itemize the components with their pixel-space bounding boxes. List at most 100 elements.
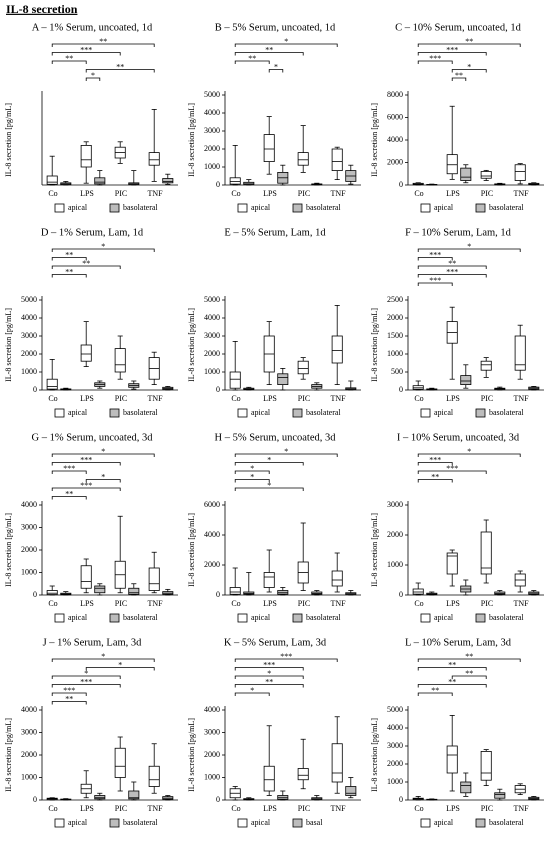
legend-swatch bbox=[420, 613, 431, 623]
panel-title: J – 1% Serum, Lam, 3d bbox=[43, 637, 143, 648]
y-tick-label: 1000 bbox=[21, 367, 37, 376]
box bbox=[263, 572, 275, 588]
legend-label: apical bbox=[68, 613, 88, 622]
box bbox=[331, 148, 343, 172]
x-tick-label: PIC bbox=[481, 599, 493, 608]
y-tick-label: 3000 bbox=[21, 522, 37, 531]
bracket bbox=[417, 470, 487, 474]
significance-label: *** bbox=[80, 481, 92, 490]
legend-swatch bbox=[292, 818, 303, 828]
x-tick-label: PIC bbox=[481, 394, 493, 403]
significance-label: ** bbox=[465, 669, 473, 678]
significance-label: ** bbox=[65, 54, 73, 63]
x-tick-label: Co bbox=[48, 804, 57, 813]
significance-label: *** bbox=[263, 660, 275, 669]
bracket bbox=[51, 52, 121, 56]
y-tick-label: 3000 bbox=[21, 331, 37, 340]
y-tick-label: 4000 bbox=[387, 135, 403, 144]
significance-label: ** bbox=[265, 677, 273, 686]
x-tick-label: PIC bbox=[298, 804, 310, 813]
significance-label: ** bbox=[265, 45, 273, 54]
box bbox=[148, 567, 160, 591]
legend-label: basolateral bbox=[306, 203, 341, 212]
legend-label: basolateral bbox=[123, 613, 158, 622]
x-tick-label: TNF bbox=[330, 599, 346, 608]
box bbox=[446, 154, 458, 175]
x-tick-label: TNF bbox=[147, 599, 163, 608]
y-axis-label: IL-8 secretion [pg/mL] bbox=[187, 513, 196, 587]
significance-label: ** bbox=[448, 660, 456, 669]
y-axis-label: IL-8 secretion [pg/mL] bbox=[4, 513, 13, 587]
bracket bbox=[417, 265, 487, 269]
x-tick-label: Co bbox=[48, 394, 57, 403]
box bbox=[46, 175, 58, 185]
x-tick-label: Co bbox=[231, 804, 240, 813]
box bbox=[46, 378, 58, 390]
x-tick-label: PIC bbox=[115, 189, 127, 198]
box bbox=[263, 765, 275, 792]
box bbox=[480, 531, 492, 575]
y-tick-label: 2000 bbox=[387, 530, 403, 539]
y-tick-label: 0 bbox=[216, 795, 220, 804]
box bbox=[229, 371, 241, 389]
y-tick-label: 2000 bbox=[204, 750, 220, 759]
legend-swatch bbox=[420, 203, 431, 213]
box bbox=[494, 792, 506, 799]
x-tick-label: PIC bbox=[115, 394, 127, 403]
box bbox=[412, 588, 424, 595]
box bbox=[331, 335, 343, 364]
y-tick-label: 4000 bbox=[204, 108, 220, 117]
box bbox=[446, 745, 458, 774]
y-axis-label: IL-8 secretion [pg/mL] bbox=[4, 103, 13, 177]
legend-swatch bbox=[109, 408, 120, 418]
x-tick-label: LPS bbox=[446, 394, 460, 403]
legend-label: basolateral bbox=[489, 818, 524, 827]
bracket bbox=[51, 692, 87, 696]
x-tick-label: TNF bbox=[330, 189, 346, 198]
bracket bbox=[85, 69, 155, 73]
legend-swatch bbox=[420, 408, 431, 418]
box bbox=[460, 375, 472, 386]
x-tick-label: PIC bbox=[115, 599, 127, 608]
y-tick-label: 4000 bbox=[204, 530, 220, 539]
bracket bbox=[417, 462, 453, 466]
box bbox=[229, 177, 241, 185]
bracket bbox=[417, 257, 453, 261]
bracket bbox=[234, 692, 270, 696]
box bbox=[297, 768, 309, 781]
bracket bbox=[417, 453, 521, 457]
significance-label: *** bbox=[63, 686, 75, 695]
x-tick-label: LPS bbox=[80, 804, 94, 813]
bracket bbox=[234, 470, 270, 474]
legend-swatch bbox=[475, 408, 486, 418]
bracket bbox=[417, 248, 521, 252]
y-tick-label: 3000 bbox=[387, 500, 403, 509]
y-tick-label: 4000 bbox=[387, 723, 403, 732]
bracket bbox=[417, 52, 487, 56]
y-tick-label: 5000 bbox=[387, 705, 403, 714]
x-tick-label: LPS bbox=[263, 599, 277, 608]
y-tick-label: 2000 bbox=[204, 560, 220, 569]
legend-label: basolateral bbox=[489, 408, 524, 417]
y-tick-label: 4000 bbox=[204, 705, 220, 714]
box bbox=[514, 164, 526, 181]
y-tick-label: 2000 bbox=[204, 144, 220, 153]
panel-title: A – 1% Serum, uncoated, 1d bbox=[32, 22, 153, 33]
significance-label: ** bbox=[465, 652, 473, 661]
y-tick-label: 0 bbox=[399, 180, 403, 189]
y-tick-label: 6000 bbox=[204, 500, 220, 509]
x-tick-label: Co bbox=[231, 189, 240, 198]
legend-label: basolateral bbox=[123, 408, 158, 417]
box bbox=[480, 751, 492, 781]
panel-title: L – 10% Serum, Lam, 3d bbox=[405, 637, 512, 648]
box bbox=[480, 171, 492, 179]
y-tick-label: 2500 bbox=[387, 295, 403, 304]
panel-title: H – 5% Serum, uncoated, 3d bbox=[214, 432, 336, 443]
box bbox=[148, 765, 160, 787]
significance-label: *** bbox=[80, 45, 92, 54]
bracket bbox=[51, 43, 155, 47]
box bbox=[128, 790, 140, 800]
x-tick-label: PIC bbox=[481, 804, 493, 813]
legend-label: apical bbox=[434, 408, 454, 417]
